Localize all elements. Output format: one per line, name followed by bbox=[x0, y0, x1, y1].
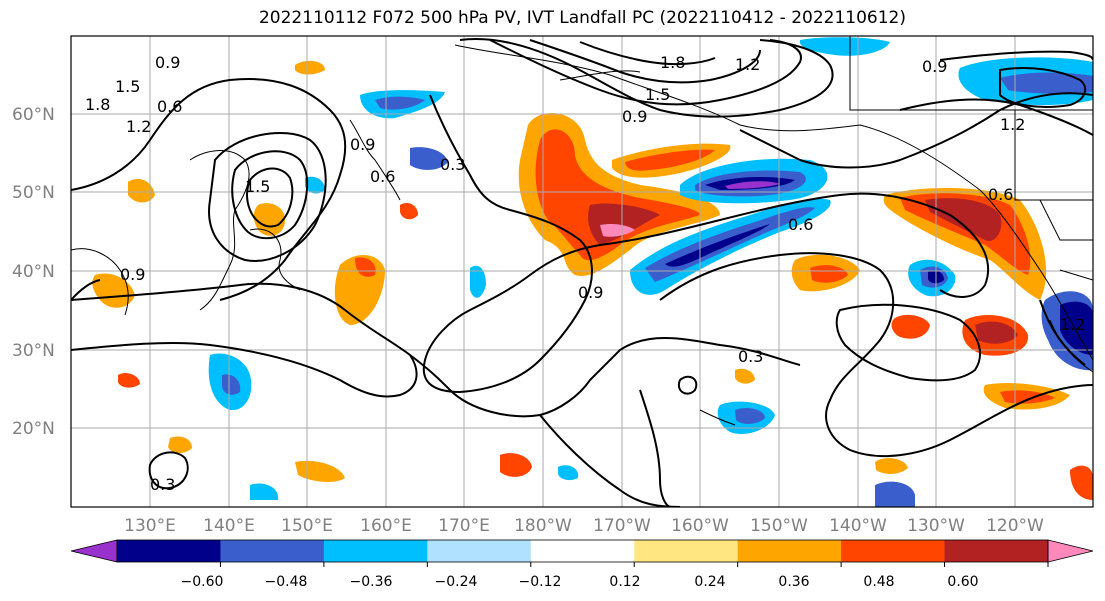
colorbar: −0.60 −0.48 −0.36 −0.24 −0.12 0.12 0.24 … bbox=[70, 539, 1094, 590]
colorbar-tick-label: −0.60 bbox=[181, 574, 224, 590]
lon-label: 170°W bbox=[593, 516, 651, 536]
contour-label: 1.2 bbox=[126, 117, 151, 136]
contour-labels: 0.9 1.5 1.8 1.2 0.6 0.9 0.6 1.5 0.3 1.8 … bbox=[85, 53, 1085, 494]
colorbar-cell bbox=[634, 540, 739, 562]
contour-label: 0.9 bbox=[622, 107, 647, 126]
colorbar-cell bbox=[323, 540, 428, 562]
colorbar-tick-label: −0.48 bbox=[265, 574, 308, 590]
colorbar-tick-label: 0.48 bbox=[863, 574, 894, 590]
contour-label: 0.3 bbox=[150, 475, 175, 494]
lon-label: 160°W bbox=[671, 516, 729, 536]
colorbar-cells bbox=[70, 539, 1094, 563]
colorbar-cell bbox=[944, 540, 1049, 562]
lon-label: 130°W bbox=[907, 516, 965, 536]
graticule bbox=[71, 36, 1093, 507]
contour-label: 0.9 bbox=[350, 135, 375, 154]
colorbar-ticks bbox=[219, 562, 1049, 567]
contour-label: 1.8 bbox=[85, 95, 110, 114]
lat-label: 50°N bbox=[12, 183, 55, 203]
contour-label: 1.5 bbox=[245, 177, 270, 196]
contour-label: 0.6 bbox=[988, 185, 1013, 204]
contour-label: 1.5 bbox=[645, 85, 670, 104]
colorbar-tick-label: −0.12 bbox=[519, 574, 562, 590]
colorbar-tick-label: 0.12 bbox=[609, 574, 640, 590]
contour-label: 1.2 bbox=[1000, 115, 1025, 134]
contour-label: 0.9 bbox=[922, 57, 947, 76]
colorbar-cell bbox=[737, 540, 842, 562]
pv-contours bbox=[71, 38, 1093, 507]
colorbar-outline bbox=[116, 539, 1049, 563]
colorbar-tick-label: −0.24 bbox=[435, 574, 478, 590]
contour-label: 1.8 bbox=[660, 53, 685, 72]
colorbar-cell bbox=[117, 540, 221, 562]
contour-label: 0.6 bbox=[157, 97, 182, 116]
lon-label: 130°E bbox=[124, 516, 176, 536]
colorbar-labels: −0.60 −0.48 −0.36 −0.24 −0.12 0.12 0.24 … bbox=[181, 574, 979, 590]
colorbar-tick-label: 0.60 bbox=[947, 574, 978, 590]
contour-label: 0.6 bbox=[788, 215, 813, 234]
colorbar-extend-high bbox=[1047, 539, 1094, 563]
map-frame bbox=[70, 35, 1094, 508]
lat-label: 40°N bbox=[12, 262, 55, 282]
contour-label: 0.9 bbox=[155, 53, 180, 72]
contour-label: 0.9 bbox=[578, 283, 603, 302]
longitude-labels: 130°E 140°E 150°E 160°E 170°E 180°W 170°… bbox=[124, 516, 1044, 536]
colorbar-extend-low bbox=[70, 539, 118, 563]
latitude-labels: 60°N 50°N 40°N 30°N 20°N bbox=[12, 105, 55, 439]
contour-label: 0.9 bbox=[120, 265, 145, 284]
lon-label: 140°E bbox=[203, 516, 255, 536]
map-area: 0.9 1.5 1.8 1.2 0.6 0.9 0.6 1.5 0.3 1.8 … bbox=[71, 36, 1093, 507]
lon-label: 140°W bbox=[829, 516, 887, 536]
colorbar-tick-label: 0.24 bbox=[694, 574, 725, 590]
lon-label: 160°E bbox=[360, 516, 412, 536]
contour-label: 1.2 bbox=[735, 55, 760, 74]
contour-label: 0.3 bbox=[440, 155, 465, 174]
contour-label: 1.5 bbox=[115, 77, 140, 96]
colorbar-cell bbox=[841, 540, 946, 562]
lat-label: 30°N bbox=[12, 341, 55, 361]
coastlines bbox=[71, 36, 1093, 426]
lon-label: 150°W bbox=[750, 516, 808, 536]
colorbar-tick-label: −0.36 bbox=[350, 574, 393, 590]
colorbar-cell bbox=[220, 540, 325, 562]
colorbar-cell bbox=[530, 540, 635, 562]
lon-label: 150°E bbox=[281, 516, 333, 536]
contour-label: 0.6 bbox=[370, 167, 395, 186]
lat-label: 60°N bbox=[12, 105, 55, 125]
lon-label: 120°W bbox=[986, 516, 1044, 536]
contour-label: 1.2 bbox=[1060, 315, 1085, 334]
map-title: 2022110112 F072 500 hPa PV, IVT Landfall… bbox=[258, 8, 906, 28]
lon-label: 180°W bbox=[514, 516, 572, 536]
contour-label: 0.3 bbox=[738, 347, 763, 366]
colorbar-cell bbox=[427, 540, 532, 562]
lon-label: 170°E bbox=[438, 516, 490, 536]
lat-label: 20°N bbox=[12, 419, 55, 439]
colorbar-tick-label: 0.36 bbox=[778, 574, 809, 590]
